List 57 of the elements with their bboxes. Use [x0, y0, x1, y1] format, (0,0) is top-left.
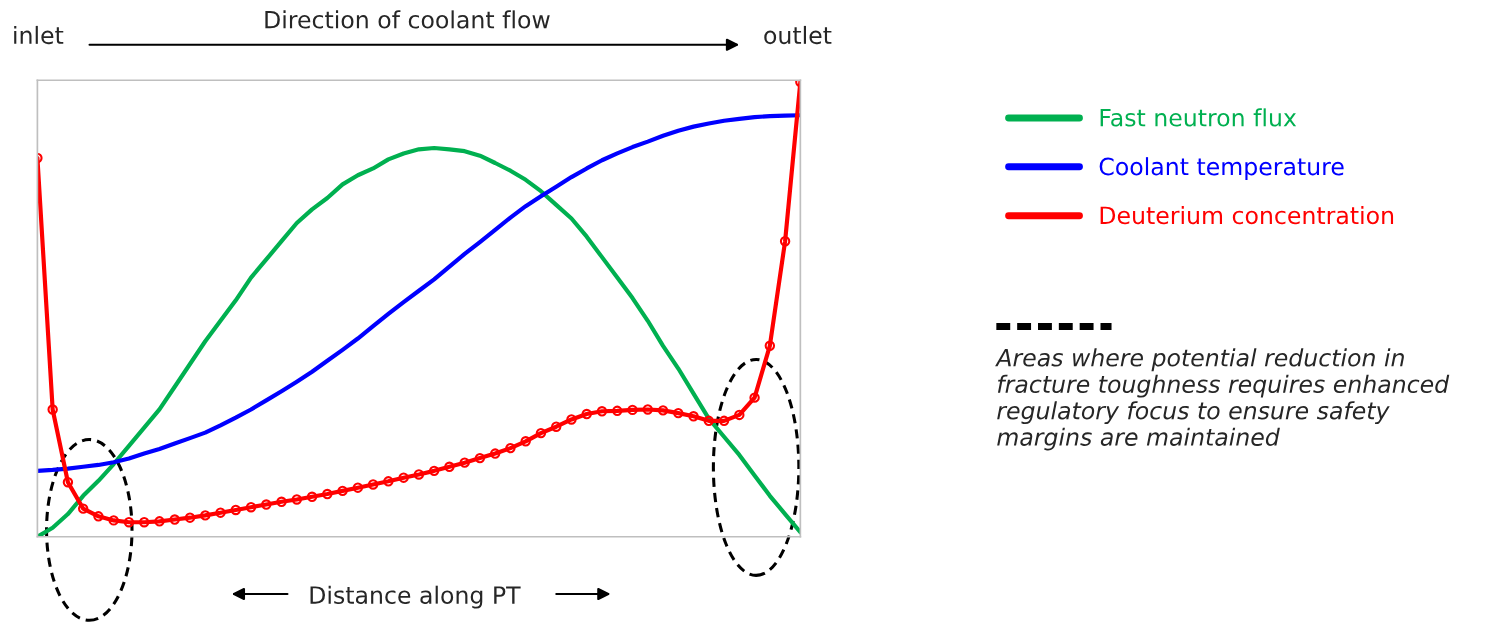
point: [505, 442, 516, 454]
point: [123, 517, 135, 528]
point: [657, 405, 669, 416]
point: [62, 477, 74, 488]
point: [154, 516, 165, 527]
point: [306, 491, 318, 502]
point: [703, 415, 715, 427]
point: [93, 511, 104, 522]
text: outlet: [764, 25, 832, 45]
point: [398, 472, 409, 483]
text: Areas where potential reduction in fracture toughness requires enhanced regulatory focus to ensure safety margins are maintained: [995, 348, 1450, 451]
point: [581, 408, 592, 420]
point: [47, 404, 58, 415]
point: [367, 479, 379, 490]
point: [566, 414, 577, 425]
point: [169, 514, 180, 525]
point: [596, 406, 608, 417]
point: [291, 494, 303, 505]
point: [444, 461, 455, 472]
point: [627, 404, 638, 416]
point: [718, 415, 730, 427]
point: [200, 510, 211, 521]
point: [535, 427, 547, 439]
point: [749, 392, 760, 403]
point: [673, 407, 684, 419]
point: [551, 421, 562, 432]
chart-title: Direction of coolant flow: [265, 10, 550, 29]
point: [245, 502, 257, 513]
x-axis-title: Distance along PT: [310, 585, 521, 609]
legend-label: Fast neutron flux: [1100, 108, 1297, 127]
point: [261, 499, 272, 510]
point: [322, 488, 333, 500]
legend-label: Coolant temperature: [1099, 157, 1344, 180]
point: [688, 411, 699, 422]
point: [489, 448, 501, 459]
point: [428, 465, 440, 477]
point: [642, 404, 653, 415]
point: [734, 409, 745, 421]
point: [764, 340, 776, 352]
point: [520, 436, 531, 447]
point: [139, 517, 150, 528]
text: inlet: [14, 25, 64, 45]
point: [184, 512, 196, 523]
point: [779, 236, 791, 247]
point: [108, 515, 119, 526]
point: [383, 476, 394, 487]
point: [413, 469, 425, 480]
legend-label: Deuterium concentration: [1100, 205, 1394, 225]
point: [474, 452, 486, 464]
point: [612, 405, 623, 417]
point: [215, 507, 226, 518]
point: [276, 496, 287, 507]
point: [337, 485, 348, 497]
point: [77, 503, 89, 514]
point: [352, 482, 364, 493]
point: [459, 457, 470, 468]
point: [230, 504, 241, 516]
